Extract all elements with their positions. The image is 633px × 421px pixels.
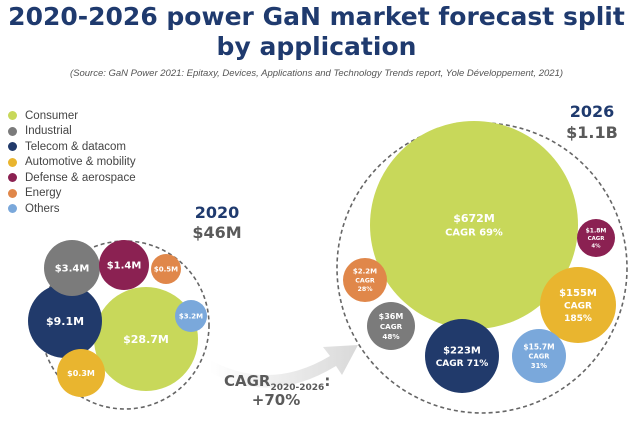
bubble-cagr-consumer-2026: CAGR 69% — [445, 228, 503, 239]
bubble-industrial-2026 — [367, 302, 415, 350]
source-note: (Source: GaN Power 2021: Epitaxy, Device… — [69, 68, 564, 79]
bubble-cagr2-automotive-2026: 185% — [564, 314, 592, 324]
legend-swatch-consumer — [8, 111, 17, 121]
legend-swatch-defense — [8, 173, 17, 183]
bubble-consumer-2020 — [94, 287, 198, 391]
bubble-energy-2026 — [343, 258, 387, 302]
bubble-defense-2020 — [99, 240, 149, 290]
cagr-word: CAGR — [224, 372, 271, 390]
legend: Consumer Industrial Telecom & datacom Autom… — [8, 108, 136, 217]
bubbles-2020: $28.7M $9.1M $3.4M $1.4M $0.5M $3.2M $0.3M — [28, 240, 210, 410]
bubble-cagr2-energy-2026: 28% — [357, 286, 373, 293]
bubbles-2026: $672M CAGR 69% $223M CAGR 71% $155M CAGR 185% $… — [336, 121, 628, 414]
cagr-period: 2020-2026 — [270, 383, 324, 393]
bubble-cagr-defense-2026: CAGR — [588, 236, 606, 242]
bubble-label-others-2026: $15.7M — [523, 342, 554, 351]
bubble-energy-2020 — [151, 254, 181, 284]
bubble-cagr-automotive-2026: CAGR — [564, 302, 592, 312]
year-label-2026: 2026 — [570, 102, 615, 121]
bubble-label-automotive-2026: $155M — [559, 288, 597, 299]
bubble-industrial-2020 — [44, 240, 100, 296]
bubble-cagr2-defense-2026: 4% — [591, 244, 601, 250]
bubble-label-industrial-2026: $36M — [379, 312, 404, 321]
bubble-telecom-2020 — [28, 284, 102, 358]
bubble-cagr2-industrial-2026: 48% — [382, 332, 399, 341]
legend-item-others: Others — [8, 201, 136, 217]
bubble-telecom-2026 — [425, 319, 499, 393]
legend-swatch-automotive — [8, 157, 17, 167]
cagr-label: CAGR2020-2026: — [224, 372, 330, 393]
legend-label-others: Others — [25, 202, 60, 215]
bubble-label-defense-2020: $1.4M — [107, 261, 142, 272]
legend-label-automotive: Automotive & mobility — [25, 156, 136, 169]
bubble-others-2026 — [512, 329, 566, 383]
bubble-cagr-industrial-2026: CAGR — [380, 322, 403, 331]
total-label-2026: $1.1B — [566, 123, 618, 142]
bubble-cagr2-others-2026: 31% — [531, 362, 547, 370]
legend-item-automotive: Automotive & mobility — [8, 155, 136, 171]
bubble-label-industrial-2020: $3.4M — [55, 264, 90, 275]
legend-swatch-industrial — [8, 126, 17, 136]
chart-title-line-2: by application — [216, 32, 417, 61]
legend-swatch-others — [8, 204, 17, 214]
bubble-label-energy-2020: $0.5M — [154, 265, 178, 273]
bubble-label-automotive-2020: $0.3M — [67, 369, 95, 378]
growth-arrow — [210, 345, 358, 388]
chart-title: 2020-2026 power GaN market forecast spli… — [0, 2, 633, 62]
year-label-2020: 2020 — [195, 203, 240, 222]
bubble-group-outline-2026 — [336, 122, 628, 414]
legend-item-industrial: Industrial — [8, 124, 136, 140]
bubble-automotive-2026 — [540, 267, 616, 343]
legend-item-telecom: Telecom & datacom — [8, 139, 136, 155]
legend-label-energy: Energy — [25, 187, 62, 200]
legend-item-consumer: Consumer — [8, 108, 136, 124]
bubble-label-others-2020: $3.2M — [179, 312, 203, 320]
total-label-2020: $46M — [192, 223, 241, 242]
cagr-value: +70% — [252, 391, 300, 409]
legend-swatch-energy — [8, 188, 17, 198]
bubble-label-telecom-2026: $223M — [443, 345, 481, 356]
bubble-label-consumer-2020: $28.7M — [123, 333, 169, 346]
cagr-colon: : — [324, 372, 330, 390]
bubble-cagr-telecom-2026: CAGR 71% — [436, 359, 489, 369]
bubble-cagr-others-2026: CAGR — [529, 353, 551, 361]
bubble-label-consumer-2026: $672M — [453, 212, 495, 225]
bubble-label-telecom-2020: $9.1M — [46, 315, 84, 328]
bubble-label-defense-2026: $1.8M — [586, 228, 607, 235]
chart-title-line-1: 2020-2026 power GaN market forecast spli… — [8, 2, 625, 31]
bubble-others-2020 — [175, 300, 207, 332]
legend-label-defense: Defense & aerospace — [25, 171, 136, 184]
bubble-defense-2026 — [577, 219, 615, 257]
legend-label-industrial: Industrial — [25, 125, 72, 138]
legend-item-energy: Energy — [8, 186, 136, 202]
bubble-consumer-2026 — [370, 121, 578, 329]
bubble-label-energy-2026: $2.2M — [353, 268, 377, 276]
legend-swatch-telecom — [8, 142, 17, 152]
legend-label-consumer: Consumer — [25, 109, 79, 122]
legend-label-telecom: Telecom & datacom — [25, 140, 126, 153]
bubble-cagr-energy-2026: CAGR — [355, 277, 375, 284]
bubble-automotive-2020 — [57, 349, 105, 397]
legend-item-defense: Defense & aerospace — [8, 170, 136, 186]
